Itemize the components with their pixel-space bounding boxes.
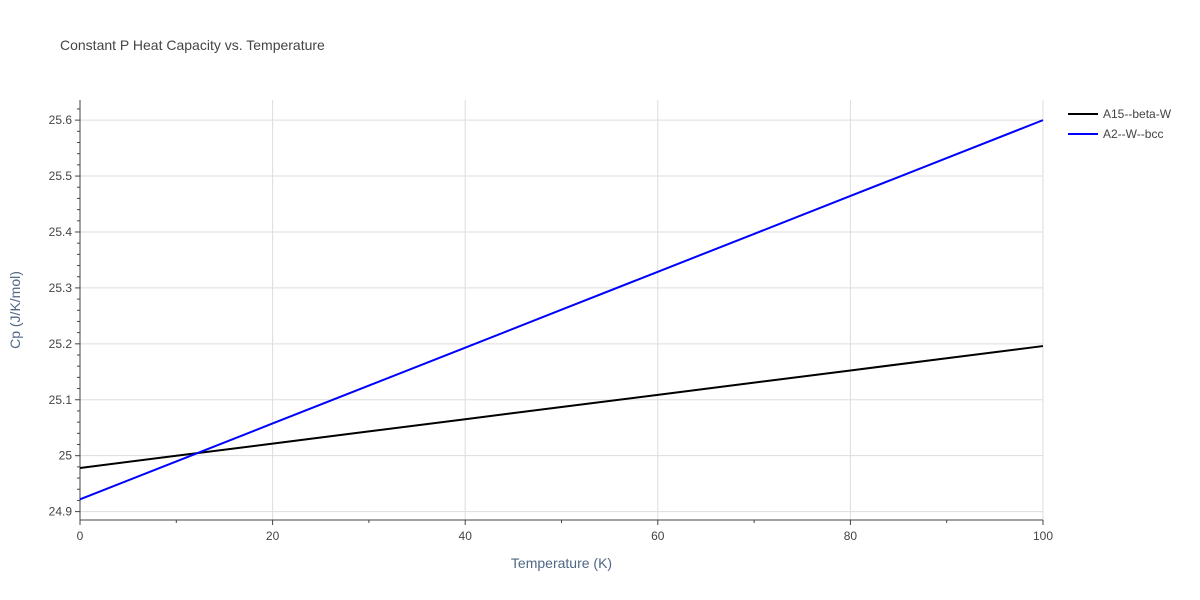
x-tick-label: 0 [77, 529, 84, 543]
axes-layer: 0 20 40 60 80 100 24.9 25 25.1 25.2 25.3 25.4 25.5 25… [49, 100, 1053, 543]
legend-item-1[interactable]: A15--beta-W [1068, 107, 1172, 121]
grid-layer [80, 100, 1044, 520]
series-line-2[interactable] [79, 119, 1044, 501]
y-tick-label: 24.9 [49, 505, 73, 519]
series-line-1[interactable] [79, 345, 1044, 469]
x-tick-label: 20 [266, 529, 280, 543]
y-tick-label: 25.6 [49, 113, 73, 127]
y-tick-label: 25.3 [49, 281, 73, 295]
y-tick-label: 25.5 [49, 169, 73, 183]
x-tick-label: 100 [1033, 529, 1053, 543]
x-tick-label: 80 [844, 529, 858, 543]
y-tick-label: 25.2 [49, 337, 73, 351]
x-axis-title: Temperature (K) [511, 555, 612, 571]
legend-item-2[interactable]: A2--W--bcc [1068, 127, 1163, 141]
x-tick-label: 40 [459, 529, 473, 543]
chart-title: Constant P Heat Capacity vs. Temperature [60, 37, 325, 53]
y-tick-label: 25 [59, 449, 73, 463]
legend[interactable]: A15--beta-W A2--W--bcc [1068, 107, 1172, 141]
series-layer [79, 119, 1044, 501]
y-axis-title: Cp (J/K/mol) [7, 271, 23, 349]
y-tick-label: 25.4 [49, 225, 73, 239]
x-tick-label: 60 [651, 529, 665, 543]
legend-label: A15--beta-W [1103, 107, 1172, 121]
legend-label: A2--W--bcc [1103, 127, 1163, 141]
y-tick-label: 25.1 [49, 393, 73, 407]
